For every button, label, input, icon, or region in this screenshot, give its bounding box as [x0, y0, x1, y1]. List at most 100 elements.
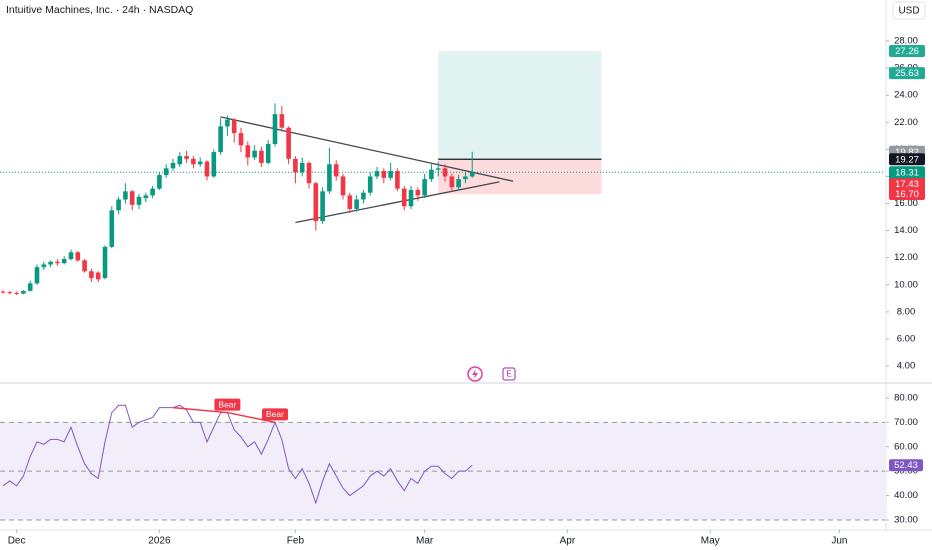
position-target-zone	[438, 51, 602, 160]
divergence-label: Bear	[218, 399, 236, 409]
candle-body	[211, 152, 217, 177]
x-tick-label: Mar	[416, 536, 434, 547]
currency-label[interactable]: USD	[898, 6, 919, 17]
trendline	[220, 116, 514, 182]
divergence-line	[227, 411, 276, 424]
price-badge-label: 27.26	[895, 46, 919, 57]
candle-body	[129, 191, 135, 205]
candle-body	[299, 162, 305, 173]
candle-body	[204, 161, 210, 177]
candle-body	[75, 252, 81, 261]
y-tick-label: 8.00	[897, 306, 916, 317]
price-badge-label: 19.82	[895, 147, 919, 158]
candle-body	[177, 156, 183, 165]
candle-body	[116, 199, 121, 211]
price-badge	[889, 178, 925, 191]
rsi-y-tick-label: 30.00	[894, 515, 918, 526]
candle-body	[0, 291, 6, 293]
candle-body	[265, 143, 271, 163]
candle-body	[313, 183, 319, 222]
candle-body	[395, 171, 400, 189]
candle-body	[456, 179, 461, 188]
price-badge	[889, 67, 925, 80]
price-badge-label: 25.63	[895, 68, 919, 79]
y-tick-label: 22.00	[894, 117, 918, 128]
candle-body	[157, 175, 162, 189]
candle-body	[197, 161, 203, 165]
candle-body	[415, 189, 421, 196]
y-tick-label: 16.00	[894, 198, 918, 209]
dividend-icon[interactable]	[467, 366, 483, 382]
candle-body	[136, 196, 142, 205]
candle-body	[340, 176, 346, 196]
candle-body	[286, 127, 291, 159]
candle-body	[225, 119, 230, 127]
candle-body	[41, 264, 47, 268]
candle-body	[252, 150, 257, 158]
candle-body	[306, 162, 312, 184]
candle-body	[48, 261, 53, 265]
x-tick-label: 2026	[148, 536, 171, 547]
candle-body	[34, 267, 40, 284]
rsi-last-label: 52.43	[894, 460, 918, 471]
candle-body	[361, 192, 366, 200]
candle-body	[279, 114, 285, 128]
candle-body	[293, 158, 298, 173]
event-icons: E	[467, 366, 516, 382]
candle-body	[327, 164, 332, 192]
y-tick-label: 10.00	[894, 279, 918, 290]
y-tick-label: 24.00	[894, 90, 918, 101]
y-tick-label: 6.00	[897, 333, 916, 344]
candle-body	[89, 271, 94, 279]
price-badge-label: 16.70	[895, 189, 919, 200]
rsi-line	[2, 404, 473, 505]
candle-body	[218, 126, 223, 153]
candle-body	[449, 176, 455, 188]
candle-body	[347, 195, 353, 209]
trendline	[295, 181, 500, 224]
earnings-icon[interactable]	[502, 367, 516, 381]
candle-body	[333, 164, 339, 177]
candle-body	[7, 292, 13, 294]
x-tick-label: May	[701, 536, 720, 547]
price-badge	[889, 188, 925, 201]
candle-body	[68, 252, 74, 260]
candle-body	[381, 171, 387, 178]
candle-body	[14, 292, 19, 294]
candle-body	[388, 171, 393, 178]
rsi-y-tick-label: 40.00	[894, 490, 918, 501]
chart-title: Intuitive Machines, Inc. · 24h · NASDAQ	[6, 4, 193, 16]
candle-body	[123, 191, 128, 200]
y-tick-label: 12.00	[894, 252, 918, 263]
candle-body	[55, 261, 60, 264]
candle-body	[27, 283, 33, 291]
candle-body	[442, 168, 448, 177]
candle-body	[102, 246, 108, 279]
divergence-label: Bear	[266, 409, 284, 419]
candle-body	[95, 272, 101, 280]
currency-button[interactable]	[892, 1, 926, 20]
earnings-label: E	[506, 370, 511, 379]
candle-body	[245, 145, 251, 158]
candle-body	[163, 168, 169, 176]
candle-body	[367, 176, 373, 193]
candle-body	[320, 191, 325, 222]
candle-body	[463, 176, 468, 180]
candle-body	[238, 133, 244, 146]
candle-body	[374, 171, 380, 177]
x-tick-label: Jun	[831, 536, 847, 547]
x-tick-label: Dec	[8, 536, 26, 547]
y-tick-label: 14.00	[894, 225, 918, 236]
candle-body	[354, 199, 359, 209]
dividend-bolt	[472, 369, 478, 379]
candle-body	[469, 172, 475, 177]
rsi-last-badge	[889, 459, 923, 472]
candle-body	[21, 290, 26, 294]
divergence-line	[172, 406, 228, 414]
divergence-badge	[214, 398, 241, 411]
rsi-y-tick-label: 60.00	[894, 441, 918, 452]
candle-body	[61, 259, 67, 264]
